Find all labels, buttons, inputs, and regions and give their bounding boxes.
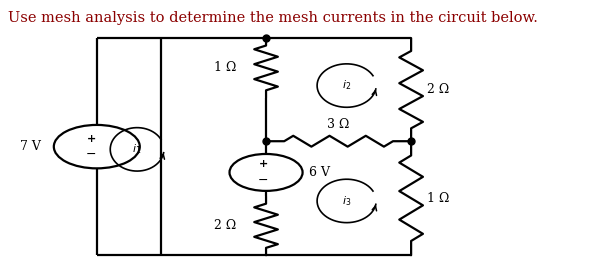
Text: $i_2$: $i_2$ xyxy=(342,79,351,93)
Text: +: + xyxy=(87,134,96,143)
Text: Use mesh analysis to determine the mesh currents in the circuit below.: Use mesh analysis to determine the mesh … xyxy=(8,11,538,25)
Text: −: − xyxy=(258,173,269,186)
Text: 3 Ω: 3 Ω xyxy=(327,119,350,131)
Text: 1 Ω: 1 Ω xyxy=(214,61,237,75)
Text: 7 V: 7 V xyxy=(19,140,41,153)
Text: 2 Ω: 2 Ω xyxy=(214,219,237,232)
Text: −: − xyxy=(86,148,97,161)
Text: 6 V: 6 V xyxy=(309,166,330,179)
Text: $i_1$: $i_1$ xyxy=(132,142,142,156)
Text: $i_3$: $i_3$ xyxy=(342,194,351,208)
Text: 1 Ω: 1 Ω xyxy=(427,192,450,205)
Text: 2 Ω: 2 Ω xyxy=(427,83,450,96)
Text: +: + xyxy=(259,159,268,169)
